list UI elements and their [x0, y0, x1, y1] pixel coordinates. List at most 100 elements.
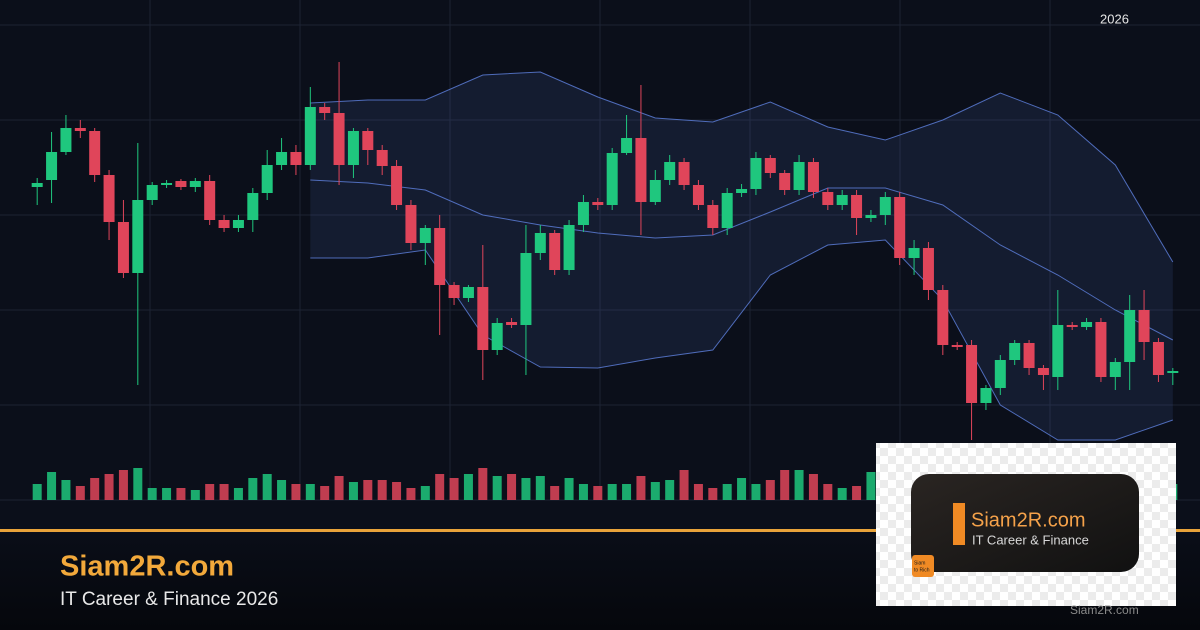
- candle-body: [161, 183, 173, 185]
- volume-bar: [47, 472, 57, 500]
- candle-body: [46, 152, 58, 180]
- volume-bar: [406, 488, 416, 500]
- overlay-tagline: IT Career & Finance: [972, 532, 1089, 547]
- volume-bar: [765, 480, 775, 500]
- footer-brand: Siam2R.com: [60, 551, 234, 583]
- candle-body: [707, 205, 719, 228]
- volume-bar: [190, 490, 200, 500]
- candle-body: [549, 233, 561, 270]
- watermark: Siam2R.com: [1070, 603, 1139, 617]
- volume-bar: [564, 478, 574, 500]
- candle-body: [434, 228, 446, 285]
- candle-body: [146, 185, 158, 200]
- volume-bar: [492, 476, 502, 500]
- candle-body: [721, 193, 733, 228]
- candle-body: [520, 253, 532, 325]
- candle-body: [60, 128, 72, 152]
- candle-body: [448, 285, 460, 298]
- volume-bar: [176, 488, 186, 500]
- candle-body: [649, 180, 661, 202]
- volume-bar: [392, 482, 402, 500]
- candle-body: [362, 131, 374, 150]
- candle-body: [966, 345, 978, 403]
- candle-body: [175, 181, 187, 187]
- candle-body: [1066, 325, 1078, 327]
- logo-bottom: to Rich: [914, 567, 930, 573]
- candle-body: [922, 248, 934, 290]
- volume-bar: [248, 478, 258, 500]
- candle-body: [779, 173, 791, 190]
- volume-bar: [650, 482, 660, 500]
- footer-tagline: IT Career & Finance 2026: [60, 589, 278, 610]
- candle-body: [117, 222, 129, 273]
- volume-bar: [233, 488, 243, 500]
- candle-body: [405, 205, 417, 243]
- volume-bar: [593, 486, 603, 500]
- candle-body: [764, 158, 776, 173]
- candle-body: [678, 162, 690, 185]
- volume-bar: [708, 488, 718, 500]
- candle-body: [103, 175, 115, 222]
- candle-body: [132, 200, 144, 273]
- volume-bar: [808, 474, 818, 500]
- volume-bar: [823, 484, 833, 500]
- candle-body: [836, 195, 848, 205]
- volume-bar: [75, 486, 85, 500]
- candle-body: [261, 165, 273, 193]
- candle-body: [750, 158, 762, 189]
- candle-body: [793, 162, 805, 190]
- volume-bar: [622, 484, 632, 500]
- volume-bar: [205, 484, 215, 500]
- overlay-brand: Siam2R.com: [971, 509, 1085, 531]
- volume-bar: [722, 484, 732, 500]
- volume-bar: [521, 478, 531, 500]
- candle-body: [333, 113, 345, 165]
- grid: [0, 0, 1200, 501]
- candle-body: [347, 131, 359, 165]
- volume-bar: [679, 470, 689, 500]
- candle-body: [319, 107, 331, 113]
- candle-body: [204, 181, 216, 220]
- candle-body: [635, 138, 647, 202]
- candle-body: [664, 162, 676, 180]
- candle-body: [692, 185, 704, 205]
- candle-body: [1037, 368, 1049, 375]
- candle-body: [276, 152, 288, 165]
- volume-bar: [780, 470, 790, 500]
- volume-bar: [607, 484, 617, 500]
- candle-body: [506, 322, 518, 325]
- candle-body: [232, 220, 244, 228]
- candle-body: [1009, 343, 1021, 360]
- logo-top: Siam: [914, 560, 925, 566]
- candle-body: [247, 193, 259, 220]
- candle-body: [577, 202, 589, 225]
- volume-bar: [852, 486, 862, 500]
- candle-body: [994, 360, 1006, 388]
- year-label: 2026: [1100, 11, 1129, 26]
- volume-bar: [751, 484, 761, 500]
- volume-bar: [794, 470, 804, 500]
- candle-body: [189, 181, 201, 187]
- candle-body: [376, 150, 388, 166]
- candle-body: [1152, 342, 1164, 375]
- candle-body: [592, 202, 604, 205]
- candle-body: [951, 345, 963, 347]
- volume-bar: [420, 486, 430, 500]
- candle-body: [1052, 325, 1064, 377]
- volume-bar: [133, 468, 143, 500]
- candle-body: [879, 197, 891, 215]
- volume-bar: [449, 478, 459, 500]
- volume-bar: [478, 468, 488, 500]
- volume-bar: [435, 474, 445, 500]
- volume-bar: [377, 480, 387, 500]
- candle-body: [391, 166, 403, 205]
- candle-body: [606, 153, 618, 205]
- candle-body: [1109, 362, 1121, 377]
- volume-bar: [463, 474, 473, 500]
- volume-bar: [32, 484, 42, 500]
- volume-bar: [61, 480, 71, 500]
- volume-bar: [104, 474, 114, 500]
- candle-body: [736, 189, 748, 193]
- volume-bar: [320, 486, 330, 500]
